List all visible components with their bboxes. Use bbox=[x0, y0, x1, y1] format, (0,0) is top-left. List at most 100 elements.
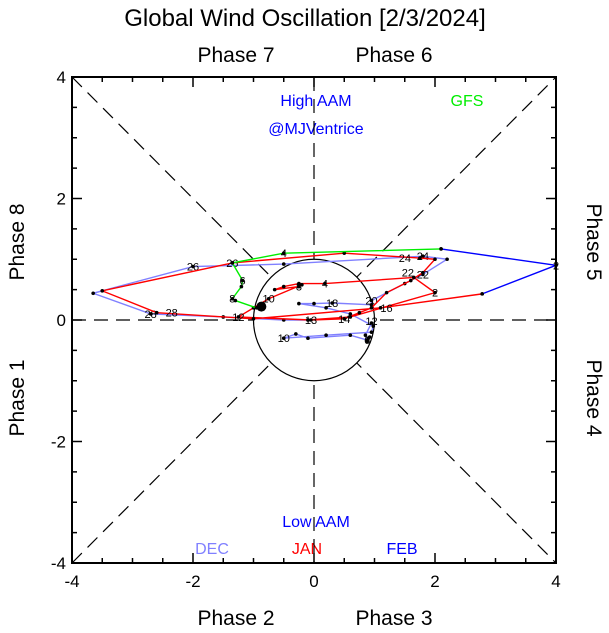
day-label: 18 bbox=[326, 298, 338, 310]
day-label: 10 bbox=[263, 294, 275, 306]
data-point bbox=[554, 263, 558, 268]
data-point bbox=[342, 316, 347, 321]
credit-label: @MJVentrice bbox=[268, 121, 363, 138]
data-point bbox=[233, 298, 238, 303]
data-point bbox=[281, 336, 286, 341]
data-point bbox=[281, 262, 286, 266]
data-point bbox=[480, 292, 484, 296]
day-label: 12 bbox=[365, 316, 377, 328]
data-point bbox=[324, 333, 328, 337]
day-label: 16 bbox=[380, 303, 392, 315]
data-point bbox=[312, 301, 316, 306]
day-label: 4 bbox=[281, 248, 287, 260]
day-label: 2 bbox=[432, 288, 438, 300]
y-tick-label: 4 bbox=[57, 68, 66, 87]
day-label: 20 bbox=[365, 296, 377, 308]
data-point bbox=[306, 336, 310, 341]
data-point bbox=[369, 321, 374, 325]
series-line-feb bbox=[440, 248, 559, 295]
data-point bbox=[300, 282, 304, 287]
day-label: 2 bbox=[553, 260, 559, 272]
data-point bbox=[148, 312, 153, 316]
data-point bbox=[409, 278, 413, 283]
data-point bbox=[297, 301, 301, 306]
phase-1-label: Phase 1 bbox=[6, 359, 29, 436]
data-point bbox=[418, 256, 422, 260]
data-point bbox=[236, 315, 241, 319]
data-point bbox=[281, 251, 286, 255]
x-tick-label: -4 bbox=[64, 572, 79, 591]
data-point bbox=[342, 251, 347, 255]
legend-feb: FEB bbox=[386, 541, 417, 558]
x-tick-label: 2 bbox=[430, 572, 439, 591]
x-tick-label: 0 bbox=[309, 572, 318, 591]
data-point bbox=[191, 264, 195, 269]
data-point bbox=[230, 261, 235, 265]
data-point bbox=[323, 281, 327, 286]
data-point bbox=[309, 318, 313, 322]
data-point bbox=[369, 330, 374, 334]
high-aam-label: High AAM bbox=[280, 93, 351, 110]
data-point bbox=[439, 247, 443, 251]
legend-dec: DEC bbox=[195, 541, 229, 558]
day-label: 8 bbox=[296, 282, 302, 294]
data-point bbox=[240, 278, 245, 283]
data-point bbox=[251, 316, 256, 321]
phase-8-label: Phase 8 bbox=[6, 203, 29, 280]
data-point bbox=[433, 290, 437, 295]
day-label: 10 bbox=[278, 333, 290, 345]
day-label: 22 bbox=[402, 268, 414, 280]
data-point bbox=[433, 257, 437, 262]
x-tick-label: 4 bbox=[551, 572, 560, 591]
series-feb: 2 bbox=[439, 247, 559, 296]
day-label: 8 bbox=[229, 294, 235, 306]
y-tick-label: -4 bbox=[51, 554, 66, 573]
data-point bbox=[294, 332, 298, 336]
data-point bbox=[306, 318, 310, 322]
data-point bbox=[378, 306, 383, 310]
y-tick-label: 2 bbox=[57, 190, 66, 209]
phase-2-label: Phase 2 bbox=[197, 607, 274, 630]
gfs-label: GFS bbox=[451, 93, 484, 110]
day-label: 13 bbox=[305, 315, 317, 327]
data-point bbox=[367, 335, 372, 339]
day-label: 4 bbox=[322, 279, 328, 291]
data-point bbox=[100, 289, 105, 293]
data-point bbox=[324, 306, 328, 310]
phase-7-label: Phase 7 bbox=[197, 44, 274, 67]
data-point bbox=[330, 301, 334, 305]
data-point bbox=[365, 338, 370, 342]
y-tick-label: 0 bbox=[57, 311, 66, 330]
data-point bbox=[369, 298, 374, 303]
day-label: 6 bbox=[364, 335, 370, 347]
data-point bbox=[272, 287, 277, 292]
x-tick-label: -2 bbox=[185, 572, 200, 591]
day-label: 28 bbox=[166, 308, 178, 320]
data-point bbox=[348, 333, 353, 337]
data-point bbox=[348, 315, 353, 319]
series-jan: 248101213141622242628 bbox=[99, 251, 484, 327]
data-point bbox=[239, 284, 244, 289]
data-point bbox=[348, 312, 353, 316]
data-point bbox=[363, 333, 368, 337]
data-point bbox=[369, 306, 374, 310]
data-point bbox=[421, 254, 425, 259]
phase-6-label: Phase 6 bbox=[355, 44, 432, 67]
data-point bbox=[154, 310, 159, 315]
day-label: 6 bbox=[240, 276, 246, 288]
data-point bbox=[281, 284, 286, 289]
data-point bbox=[421, 270, 425, 275]
data-point bbox=[445, 257, 449, 262]
data-point bbox=[384, 290, 389, 295]
data-point bbox=[357, 310, 362, 315]
low-aam-label: Low AAM bbox=[282, 514, 350, 531]
phase-3-label: Phase 3 bbox=[355, 607, 432, 630]
chart-title: Global Wind Oscillation [2/3/2024] bbox=[124, 5, 486, 32]
data-point bbox=[297, 284, 301, 289]
day-label: 12 bbox=[232, 312, 244, 324]
phase-4-label: Phase 4 bbox=[582, 359, 605, 436]
data-point bbox=[412, 275, 416, 280]
data-point bbox=[266, 296, 271, 301]
data-point bbox=[230, 296, 235, 301]
